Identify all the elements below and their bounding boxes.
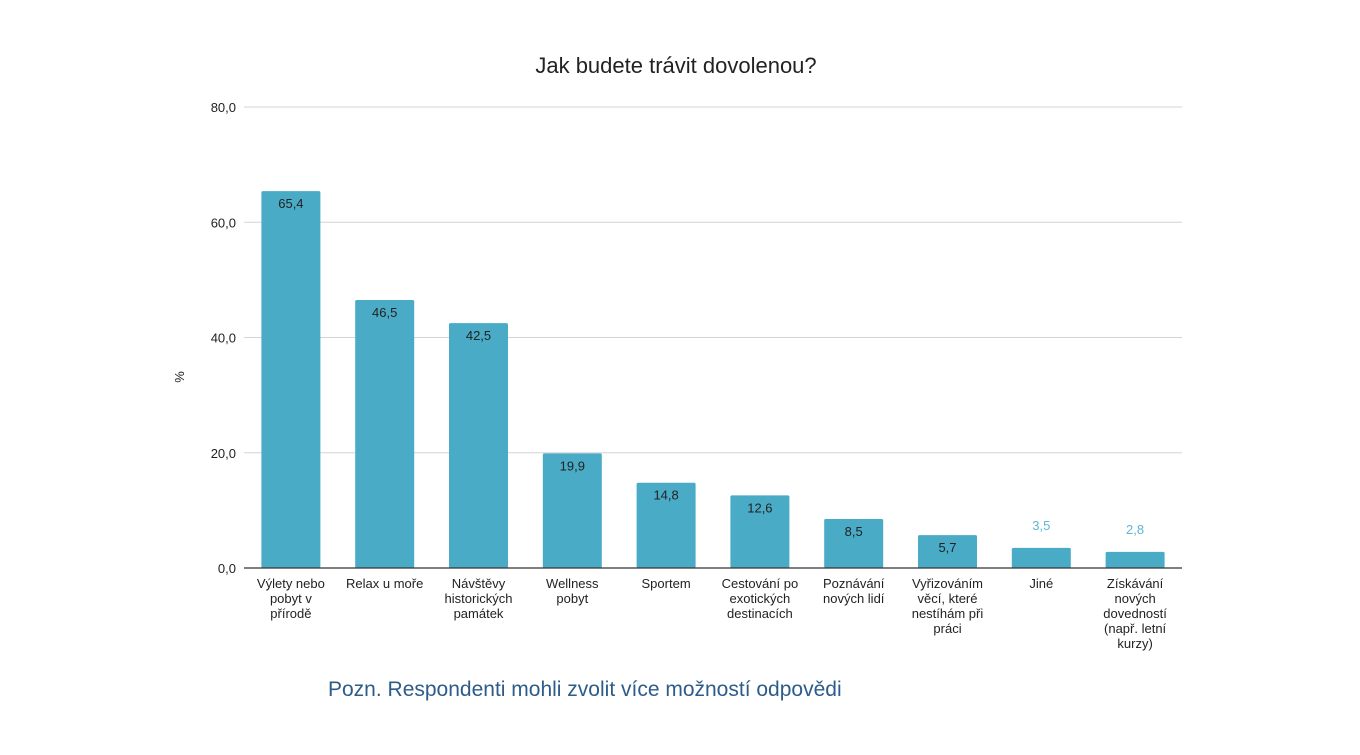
data-label: 12,6: [747, 500, 772, 515]
data-label: 8,5: [845, 524, 863, 539]
y-tick-label: 60,0: [211, 215, 236, 230]
bar: [1105, 551, 1165, 568]
value-labels: 65,4 46,5 42,5 19,9 14,8 12,6 8,5 5,7 3,5 2,8: [278, 196, 1144, 555]
category-label: Relax u moře: [346, 576, 423, 591]
bar: [449, 323, 508, 568]
bar: [261, 191, 321, 568]
y-tick-label: 0,0: [218, 561, 236, 576]
bar: [542, 453, 602, 568]
bar: [730, 495, 790, 568]
bar: [1011, 547, 1071, 568]
y-axis-label: %: [172, 371, 187, 383]
category-label: Výlety nebo pobyt v přírodě: [257, 576, 325, 621]
category-labels: Výlety nebo pobyt v přírodě Relax u moře Náv…: [257, 576, 1167, 651]
y-axis-ticks: 0,0 20,0 40,0 60,0 80,0: [211, 100, 236, 576]
category-label: Jiné: [1029, 576, 1053, 591]
data-label: 2,8: [1126, 522, 1144, 537]
category-label: Vyřizováním věcí, které nestíhám při práci: [912, 576, 984, 636]
data-label: 42,5: [466, 328, 491, 343]
y-tick-label: 80,0: [211, 100, 236, 115]
bars: [261, 191, 1165, 568]
footnote: Pozn. Respondenti mohli zvolit více možn…: [328, 678, 842, 701]
category-label: Sportem: [642, 576, 691, 591]
bar: [824, 519, 884, 568]
data-label: 46,5: [372, 305, 397, 320]
bar: [918, 535, 977, 568]
data-label: 5,7: [938, 540, 956, 555]
category-label: Získávání nových dovedností (např. letní kur…: [1103, 576, 1167, 651]
bar: [355, 300, 415, 568]
category-label: Návštěvy historických památek: [445, 576, 513, 621]
y-tick-label: 40,0: [211, 331, 236, 346]
bar: [636, 482, 696, 568]
category-label: Cestování po exotických destinacích: [722, 576, 799, 621]
data-label: 3,5: [1032, 518, 1050, 533]
y-tick-label: 20,0: [211, 446, 236, 461]
category-label: Wellness pobyt: [546, 576, 599, 606]
data-label: 14,8: [653, 488, 678, 503]
category-label: Poznávání nových lidí: [823, 576, 885, 606]
data-label: 65,4: [278, 196, 303, 211]
chart-title: Jak budete trávit dovolenou?: [535, 53, 816, 78]
data-label: 19,9: [560, 458, 585, 473]
